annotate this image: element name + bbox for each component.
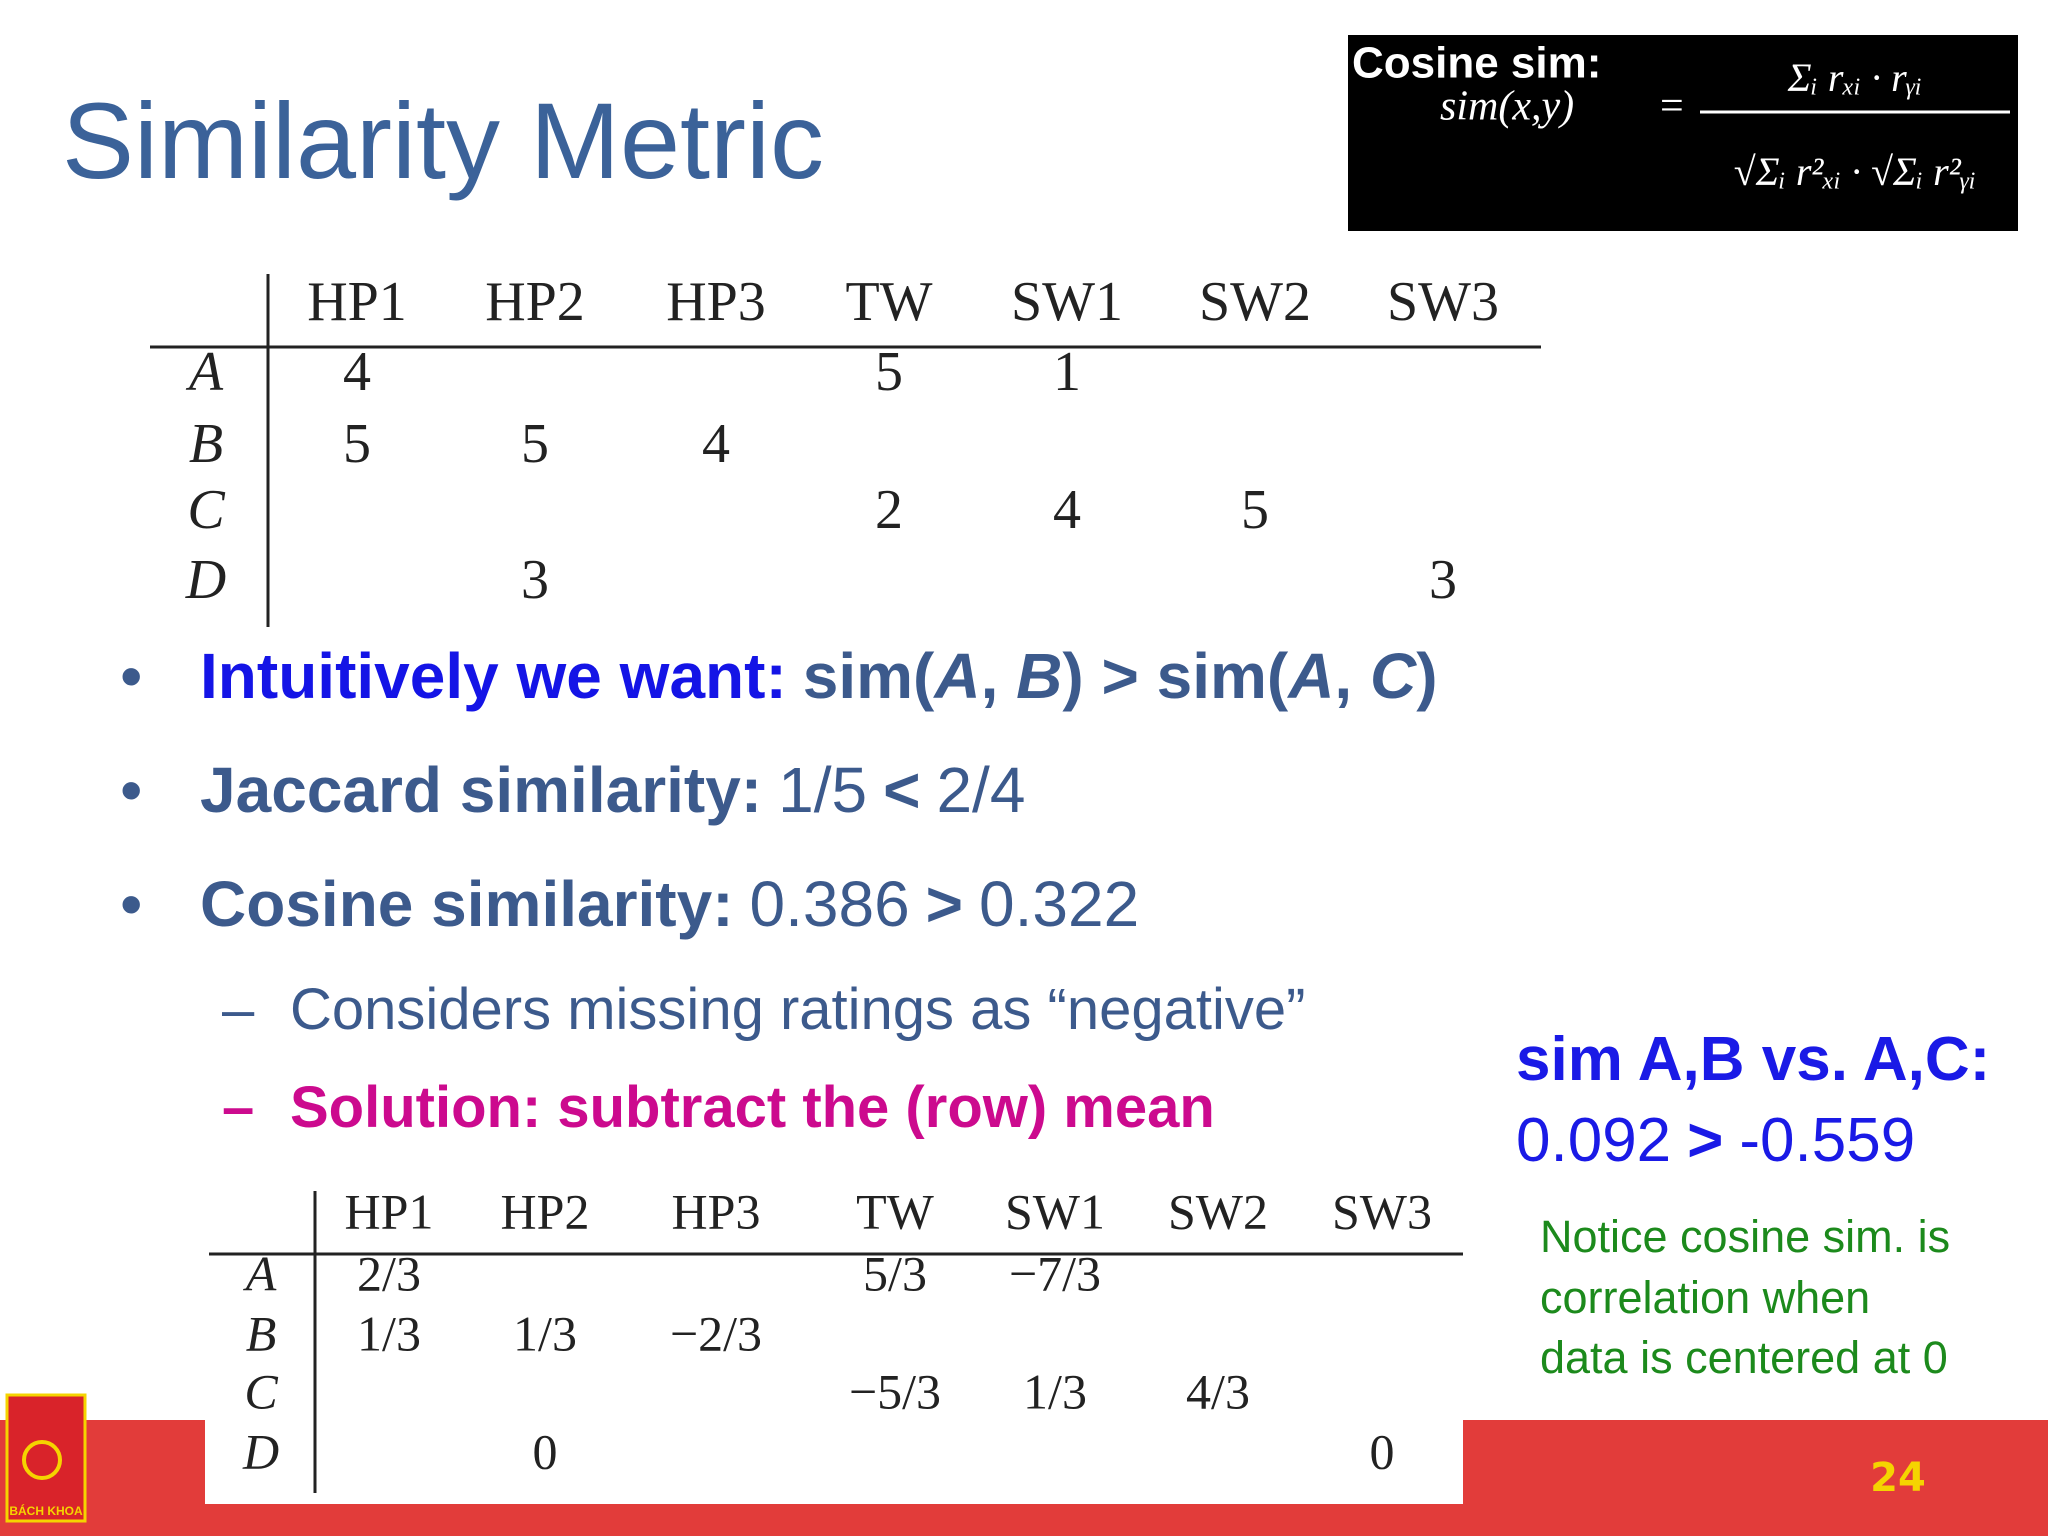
column-header: HP1 bbox=[345, 1183, 434, 1239]
row-label: A bbox=[185, 341, 224, 403]
table-cell: 1/3 bbox=[1023, 1363, 1087, 1419]
table-cell: −7/3 bbox=[1009, 1245, 1101, 1301]
table-cell: 0 bbox=[1370, 1423, 1395, 1479]
row-label: D bbox=[242, 1423, 279, 1479]
column-header: TW bbox=[856, 1183, 935, 1239]
text: ) bbox=[1416, 640, 1438, 712]
sub-bullet: – Considers missing ratings as “negative” bbox=[222, 977, 1306, 1042]
table-cell: 3 bbox=[1429, 549, 1457, 611]
table-cell: 4 bbox=[702, 413, 730, 475]
table-cell: 5 bbox=[875, 341, 903, 403]
table-2-background bbox=[205, 1182, 1463, 1504]
row-label: D bbox=[185, 549, 226, 611]
row-label: C bbox=[244, 1363, 278, 1419]
text: C bbox=[1369, 640, 1417, 712]
table-cell: 0 bbox=[533, 1423, 558, 1479]
text: 0.386 bbox=[749, 868, 910, 940]
text: 0.322 bbox=[979, 868, 1140, 940]
column-header: HP2 bbox=[485, 271, 585, 333]
column-header: HP1 bbox=[307, 271, 407, 333]
table-cell: 1/3 bbox=[357, 1305, 421, 1361]
sub-bullet: – Solution: subtract the (row) mean bbox=[222, 1075, 1215, 1140]
column-header: SW3 bbox=[1332, 1183, 1432, 1239]
row-label: A bbox=[243, 1245, 277, 1301]
bullet: • Intuitively we want: sim(A, B) > sim(A, … bbox=[120, 640, 1438, 712]
text: , bbox=[980, 640, 1017, 712]
table-cell: −5/3 bbox=[849, 1363, 941, 1419]
logo bbox=[5, 1393, 87, 1523]
logo-text: BÁCH KHOA bbox=[9, 1503, 83, 1518]
text: Considers missing ratings as “negative” bbox=[290, 977, 1306, 1042]
bullet: • Cosine similarity: 0.386 >0.322 bbox=[120, 868, 1140, 940]
table-cell: 3 bbox=[521, 549, 549, 611]
text: ) > sim( bbox=[1062, 640, 1289, 712]
column-header: SW2 bbox=[1168, 1183, 1268, 1239]
text: 0.092 bbox=[1516, 1106, 1672, 1175]
formula-denominator: √Σᵢ r²ₓᵢ · √Σᵢ r²ᵧᵢ bbox=[1734, 149, 1976, 194]
notice-line: Notice cosine sim. is bbox=[1540, 1211, 1951, 1262]
table-cell: −2/3 bbox=[670, 1305, 762, 1361]
table-cell: 4 bbox=[343, 341, 371, 403]
table-cell: 4 bbox=[1053, 479, 1081, 541]
table-cell: 2 bbox=[875, 479, 903, 541]
text: sim( bbox=[802, 640, 935, 712]
formula-box bbox=[1348, 35, 2018, 231]
text: 2/4 bbox=[936, 754, 1026, 826]
column-header: TW bbox=[845, 271, 932, 333]
text: Jaccard similarity: bbox=[200, 754, 763, 826]
table-cell: 1 bbox=[1053, 341, 1081, 403]
column-header: SW3 bbox=[1387, 271, 1499, 333]
row-label: B bbox=[189, 413, 223, 475]
table-cell: 5 bbox=[521, 413, 549, 475]
row-label: B bbox=[246, 1305, 277, 1361]
formula-lhs: sim(x,y) bbox=[1440, 84, 1574, 130]
table-cell: 5 bbox=[1241, 479, 1269, 541]
table-cell: 2/3 bbox=[357, 1245, 421, 1301]
formula-numerator: Σᵢ rₓᵢ · rᵧᵢ bbox=[1787, 55, 1922, 100]
notice-line: correlation when bbox=[1540, 1272, 1871, 1323]
side-values: 0.092 > -0.559 bbox=[1516, 1101, 1915, 1181]
table-cell: 5 bbox=[343, 413, 371, 475]
side-heading: sim A,B vs. A,C: bbox=[1516, 1025, 1991, 1094]
text: , bbox=[1334, 640, 1370, 712]
text: -0.559 bbox=[1739, 1106, 1916, 1175]
text: Intuitively we want: bbox=[200, 640, 787, 712]
column-header: SW1 bbox=[1005, 1183, 1105, 1239]
text: Cosine similarity: bbox=[200, 868, 734, 940]
text: < bbox=[883, 754, 921, 826]
text: 1/5 bbox=[778, 754, 868, 826]
text: > bbox=[1687, 1106, 1724, 1175]
row-label: C bbox=[187, 479, 225, 541]
notice-line: data is centered at 0 bbox=[1540, 1332, 1948, 1383]
table-cell: 5/3 bbox=[863, 1245, 927, 1301]
bullet: • Jaccard similarity: 1/5 <2/4 bbox=[120, 754, 1026, 826]
formula-label: Cosine sim: bbox=[1352, 39, 1601, 88]
column-header: HP3 bbox=[672, 1183, 761, 1239]
text: > bbox=[925, 868, 964, 940]
text: B bbox=[1016, 640, 1063, 712]
table-cell: 4/3 bbox=[1186, 1363, 1250, 1419]
page-number: 24 bbox=[1870, 1455, 1926, 1501]
text: Solution: subtract the (row) mean bbox=[290, 1075, 1215, 1140]
column-header: SW1 bbox=[1011, 271, 1123, 333]
table-cell: 1/3 bbox=[513, 1305, 577, 1361]
formula-equals: = bbox=[1660, 84, 1684, 130]
text: A bbox=[934, 640, 981, 712]
slide-title: Similarity Metric bbox=[62, 80, 825, 201]
column-header: SW2 bbox=[1199, 271, 1311, 333]
text: A bbox=[1288, 640, 1335, 712]
column-header: HP3 bbox=[666, 271, 766, 333]
logo-emblem bbox=[22, 1440, 62, 1480]
column-header: HP2 bbox=[501, 1183, 590, 1239]
